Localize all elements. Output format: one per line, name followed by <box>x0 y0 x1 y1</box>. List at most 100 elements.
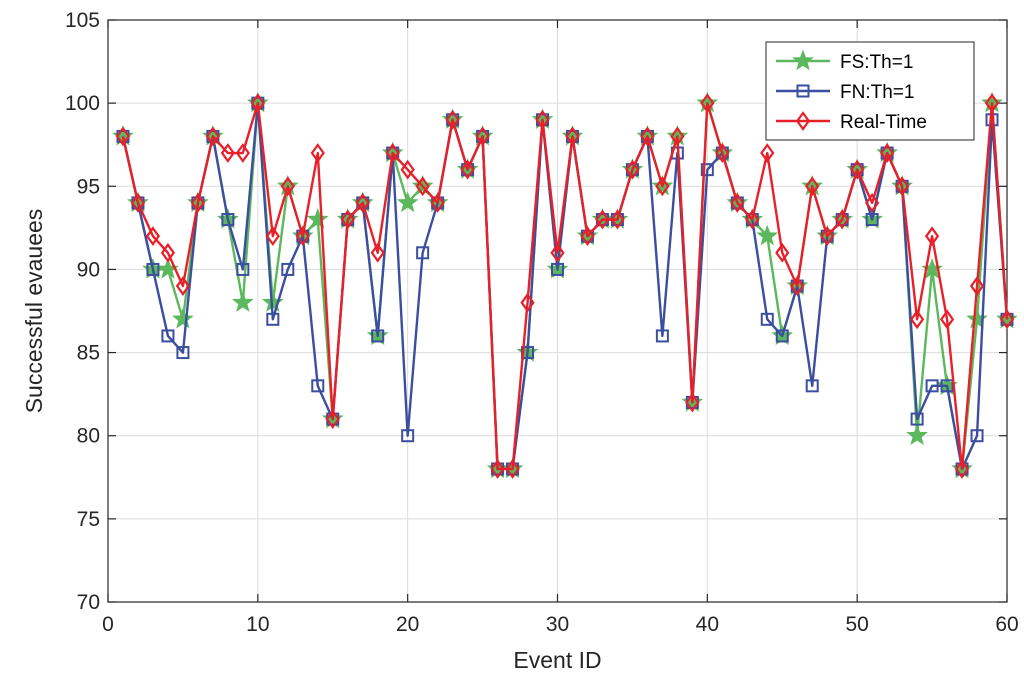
data-point <box>820 226 835 247</box>
data-point <box>236 262 250 276</box>
data-point <box>910 412 924 426</box>
data-point <box>520 292 535 313</box>
x-tick-label: 10 <box>246 613 269 636</box>
y-tick-label: 95 <box>77 175 100 198</box>
legend-item: FS:Th=1 <box>776 49 913 73</box>
data-point <box>925 379 939 393</box>
x-axis-label: Event ID <box>513 647 601 673</box>
data-point <box>850 159 865 180</box>
data-point <box>355 193 370 213</box>
data-point <box>730 193 745 213</box>
data-point <box>445 109 460 130</box>
legend: FS:Th=1 FN:Th=1 Real-Time <box>765 41 975 141</box>
data-point <box>396 191 419 213</box>
data-point <box>775 329 789 343</box>
data-point <box>325 409 340 429</box>
axes: 0 10 20 30 40 50 60 70 75 80 85 90 95 100 105 <box>65 9 1019 636</box>
data-point <box>580 226 595 247</box>
data-point <box>906 424 928 445</box>
legend-label: Real-Time <box>840 112 927 133</box>
data-point <box>400 159 415 180</box>
data-point <box>865 193 880 213</box>
data-point <box>231 291 254 312</box>
data-point <box>969 276 985 296</box>
x-tick-label: 40 <box>696 613 719 636</box>
y-tick-label: 75 <box>77 508 100 531</box>
data-point <box>266 312 280 326</box>
data-point <box>306 208 329 229</box>
data-point <box>385 143 400 163</box>
data-point <box>760 143 775 163</box>
data-point <box>565 126 580 147</box>
data-point <box>221 213 235 227</box>
y-tick-label: 70 <box>77 591 100 614</box>
data-point <box>970 429 984 443</box>
data-point <box>340 209 355 230</box>
legend-item: Real-Time <box>776 111 927 133</box>
data-point <box>805 379 819 393</box>
data-point <box>655 329 669 343</box>
data-point <box>921 258 943 279</box>
data-point <box>250 93 265 114</box>
data-point <box>895 176 910 197</box>
data-point <box>670 126 685 147</box>
data-point <box>160 242 176 263</box>
x-tick-label: 0 <box>102 613 114 636</box>
data-point <box>505 459 520 479</box>
x-tick-label: 50 <box>845 613 868 636</box>
y-tick-label: 80 <box>77 425 100 448</box>
data-point <box>415 176 430 197</box>
data-point <box>999 309 1015 330</box>
legend-marker <box>795 111 811 131</box>
data-point <box>265 226 280 247</box>
data-point <box>146 262 160 276</box>
data-point <box>595 209 610 230</box>
data-point <box>756 224 779 246</box>
data-point <box>550 242 565 263</box>
x-tick-label: 20 <box>396 613 419 636</box>
data-point <box>310 143 325 163</box>
x-tick-label: 30 <box>546 613 569 636</box>
data-point <box>460 159 475 180</box>
y-axis-label: Successful evauees <box>21 209 47 414</box>
data-point <box>176 346 190 360</box>
data-point <box>655 176 670 197</box>
data-point <box>640 126 655 147</box>
data-point <box>130 193 146 213</box>
data-point <box>939 309 955 330</box>
data-point <box>685 392 700 413</box>
data-point <box>190 193 206 213</box>
data-point <box>551 262 564 276</box>
data-point <box>161 329 175 343</box>
data-point <box>535 109 550 130</box>
data-point <box>295 226 310 247</box>
data-point <box>490 459 505 479</box>
legend-marker <box>796 84 810 98</box>
data-point <box>760 312 774 326</box>
legend-marker <box>792 49 814 71</box>
data-point <box>924 226 940 247</box>
data-point <box>371 329 385 343</box>
data-point <box>805 176 820 197</box>
data-point <box>220 143 235 163</box>
data-point <box>172 307 194 329</box>
data-point <box>745 209 760 230</box>
data-point <box>984 93 1000 114</box>
legend-label: FN:Th=1 <box>840 82 914 103</box>
data-point <box>281 262 295 276</box>
legend-label: FS:Th=1 <box>840 52 913 73</box>
data-point <box>401 429 415 443</box>
data-point <box>430 193 445 213</box>
data-point <box>205 126 220 147</box>
data-point <box>775 242 790 263</box>
data-point <box>145 226 161 247</box>
data-point <box>790 276 805 296</box>
data-point <box>610 209 625 230</box>
series-layer <box>112 91 1018 479</box>
y-tick-label: 90 <box>77 258 100 281</box>
data-point <box>700 93 715 114</box>
data-point <box>835 209 850 230</box>
y-tick-label: 85 <box>77 342 100 365</box>
data-point <box>175 276 191 296</box>
